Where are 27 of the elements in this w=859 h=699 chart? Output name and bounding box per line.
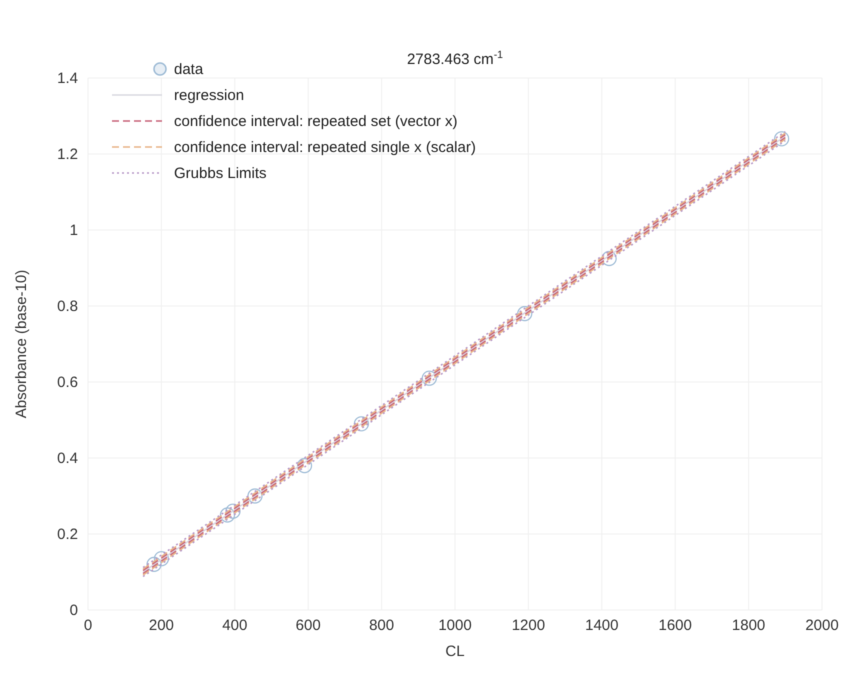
y-tick-label: 0.6: [57, 374, 78, 391]
x-tick-label: 800: [369, 617, 394, 634]
x-tick-label: 0: [84, 617, 92, 634]
x-tick-label: 1400: [585, 617, 618, 634]
x-axis-title: CL: [445, 643, 465, 660]
legend-label: confidence interval: repeated single x (scalar): [174, 139, 476, 156]
x-tick-label: 600: [296, 617, 321, 634]
legend-label: Grubbs Limits: [174, 165, 267, 182]
y-tick-label: 0.4: [57, 450, 78, 467]
legend-label: confidence interval: repeated set (vector x): [174, 113, 458, 130]
x-tick-label: 400: [222, 617, 248, 634]
y-tick-label: 1.2: [57, 146, 78, 163]
x-tick-label: 1600: [658, 617, 692, 634]
x-tick-label: 2000: [805, 617, 839, 634]
y-tick-label: 1: [70, 222, 78, 239]
y-tick-label: 0: [70, 602, 78, 619]
y-axis-title: Absorbance (base-10): [13, 270, 30, 418]
chart-title: 2783.463 cm$^{-1}$: [406, 49, 504, 68]
x-tick-label: 1000: [438, 617, 472, 634]
x-tick-label: 200: [148, 617, 174, 634]
y-tick-label: 1.4: [57, 70, 78, 87]
x-tick-label: 1800: [732, 617, 766, 634]
y-tick-label: 0.2: [57, 526, 78, 543]
legend-label: data: [174, 61, 204, 78]
x-tick-label: 1200: [512, 617, 546, 634]
y-tick-label: 0.8: [57, 298, 78, 315]
legend-label: regression: [174, 87, 244, 104]
